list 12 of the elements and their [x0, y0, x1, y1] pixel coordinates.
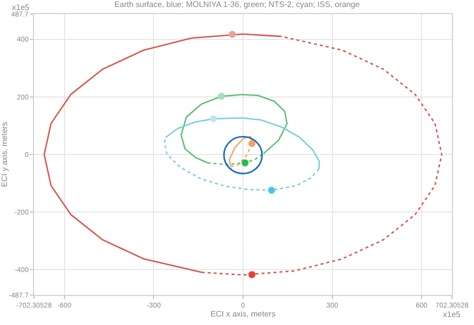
x-axis-title: ECI x axis, meters [210, 309, 276, 318]
point [210, 115, 218, 122]
y-axis-title: ECI y axis, meters [0, 122, 9, 187]
text: x1e5 [443, 310, 461, 319]
point [218, 92, 225, 100]
point [248, 271, 256, 278]
point [268, 186, 276, 194]
chart-title: Earth surface, blue; MOLNIYA 1-36, green; NTS-2, cyan; ISS, orange [114, 0, 360, 10]
point [242, 159, 249, 166]
point [228, 30, 236, 38]
text: x1e5 [12, 3, 30, 12]
point [248, 140, 256, 148]
